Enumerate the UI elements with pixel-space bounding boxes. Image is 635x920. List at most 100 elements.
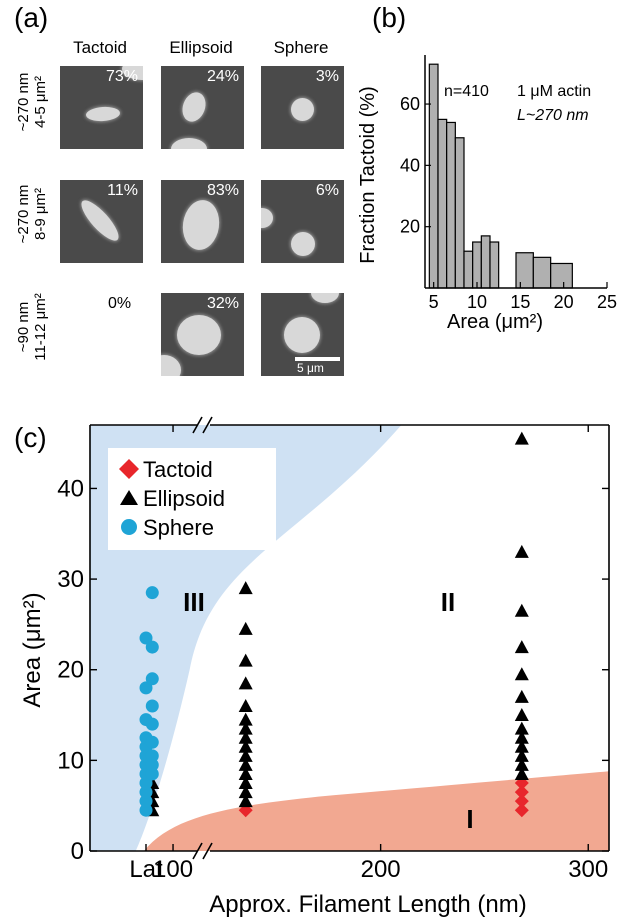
ellipsoid-point bbox=[514, 689, 529, 703]
legend-tactoid-marker bbox=[119, 459, 139, 479]
column-header-tactoid: Tactoid bbox=[73, 38, 127, 57]
phase-xlabel: Approx. Filament Length (nm) bbox=[209, 891, 526, 918]
percent-label: 32% bbox=[206, 295, 239, 312]
micrograph-sphere-row1: 3% bbox=[261, 66, 344, 149]
ellipsoid-point bbox=[238, 676, 253, 690]
axis-break-mark bbox=[192, 416, 203, 434]
histogram-xlabel: Area (μm²) bbox=[447, 311, 543, 333]
axis-break-mark bbox=[202, 842, 213, 860]
sphere-point bbox=[145, 717, 159, 731]
droplet-fragment bbox=[122, 66, 143, 80]
tactoid-point bbox=[514, 803, 529, 818]
micrograph-sphere-row3: 5 μm bbox=[261, 293, 344, 376]
ellipsoid-point bbox=[514, 730, 529, 744]
y-tick-label: 20 bbox=[57, 657, 84, 684]
x-tick-label-lat: Lat bbox=[129, 856, 163, 883]
scale-bar bbox=[295, 357, 340, 361]
ellipsoid-point bbox=[238, 776, 253, 790]
micrograph-tactoid-row1: 73% bbox=[60, 66, 143, 149]
panel-a-label: (a) bbox=[14, 2, 49, 33]
micrograph-ellipsoid-row1: 24% bbox=[161, 66, 244, 149]
ellipsoid-point bbox=[238, 739, 253, 753]
legend-tactoid-label: Tactoid bbox=[143, 457, 213, 482]
histogram-chart: 5 10 15 20 25 20 40 60 n=410 1 μM actin L~270 n… bbox=[357, 55, 617, 333]
droplet-ellipsoid bbox=[177, 315, 221, 355]
histogram-annotation-length: L~270 nm bbox=[517, 107, 589, 124]
micrograph-sphere-row2: 6% bbox=[261, 180, 344, 263]
histogram-bars bbox=[428, 63, 573, 289]
x-tick-label: 10 bbox=[467, 292, 487, 312]
percent-label-tactoid-row3: 0% bbox=[108, 295, 132, 312]
column-header-ellipsoid: Ellipsoid bbox=[169, 38, 233, 57]
micrograph-tactoid-row2: 11% bbox=[60, 180, 143, 263]
sphere-point bbox=[145, 586, 159, 600]
scale-bar-label: 5 μm bbox=[297, 361, 324, 375]
sphere-point bbox=[139, 785, 153, 799]
ellipsoid-point bbox=[514, 757, 529, 771]
legend: Tactoid Ellipsoid Sphere bbox=[108, 448, 276, 550]
percent-label: 3% bbox=[315, 68, 339, 85]
sphere-point bbox=[145, 767, 159, 781]
histogram-annotation-n: n=410 bbox=[444, 83, 489, 100]
sphere-point bbox=[139, 776, 153, 790]
legend-box bbox=[108, 448, 276, 550]
axis-break-mark bbox=[192, 842, 203, 860]
y-tick-label: 0 bbox=[71, 838, 84, 865]
tactoid-point bbox=[514, 794, 529, 809]
sphere-point bbox=[145, 672, 159, 686]
axis-break-mark bbox=[202, 416, 213, 434]
region-label-I: I bbox=[466, 804, 473, 834]
ellipsoid-point bbox=[514, 544, 529, 558]
legend-sphere-marker bbox=[121, 519, 137, 535]
percent-label: 6% bbox=[315, 182, 339, 199]
ellipsoid-point bbox=[238, 698, 253, 712]
ellipsoid-point bbox=[238, 653, 253, 667]
panel-b-label: (b) bbox=[372, 2, 407, 33]
ellipsoid-point bbox=[238, 757, 253, 771]
y-tick-label: 10 bbox=[57, 747, 84, 774]
sphere-point bbox=[145, 640, 159, 654]
sphere-point bbox=[145, 749, 159, 763]
x-tick-label: 300 bbox=[568, 856, 608, 883]
x-tick-label: 20 bbox=[554, 292, 574, 312]
ellipsoid-point bbox=[238, 581, 253, 595]
region-label-II: II bbox=[441, 587, 455, 617]
micrograph-ellipsoid-row2: 83% bbox=[161, 180, 244, 263]
ellipsoid-point bbox=[238, 766, 253, 780]
ellipsoid-point bbox=[514, 603, 529, 617]
sphere-point bbox=[139, 803, 153, 817]
ellipsoid-point bbox=[514, 640, 529, 654]
ellipsoid-point bbox=[514, 721, 529, 735]
panel-c-label: (c) bbox=[14, 422, 47, 453]
region-I-area bbox=[143, 771, 609, 851]
y-tick-label: 20 bbox=[400, 217, 420, 237]
phase-ylabel: Area (μm²) bbox=[19, 592, 46, 707]
ellipsoid-point bbox=[238, 730, 253, 744]
percent-label: 24% bbox=[206, 68, 239, 85]
percent-label: 11% bbox=[107, 182, 138, 199]
histogram-annotation-conc: 1 μM actin bbox=[517, 83, 591, 100]
y-tick-label: 40 bbox=[400, 155, 420, 175]
micrograph-ellipsoid-row3: 32% bbox=[161, 293, 244, 376]
ellipsoid-point bbox=[238, 712, 253, 726]
droplet-sphere bbox=[291, 232, 315, 256]
ellipsoid-point bbox=[238, 721, 253, 735]
ellipsoid-point bbox=[238, 794, 253, 808]
x-tick-label: 25 bbox=[597, 292, 617, 312]
droplet-sphere bbox=[291, 98, 314, 121]
x-tick-label: 15 bbox=[510, 292, 530, 312]
legend-sphere-label: Sphere bbox=[143, 515, 214, 540]
ellipsoid-point bbox=[514, 766, 529, 780]
y-tick-label: 30 bbox=[57, 566, 84, 593]
sphere-point bbox=[145, 699, 159, 713]
percent-label: 83% bbox=[206, 182, 239, 199]
ellipsoid-point bbox=[238, 621, 253, 635]
droplet-fragment bbox=[161, 355, 181, 376]
x-tick-label: 5 bbox=[429, 292, 439, 312]
droplet-fragment bbox=[171, 138, 207, 149]
sphere-point bbox=[139, 681, 153, 695]
sphere-point bbox=[139, 631, 153, 645]
ellipsoid-point bbox=[514, 748, 529, 762]
